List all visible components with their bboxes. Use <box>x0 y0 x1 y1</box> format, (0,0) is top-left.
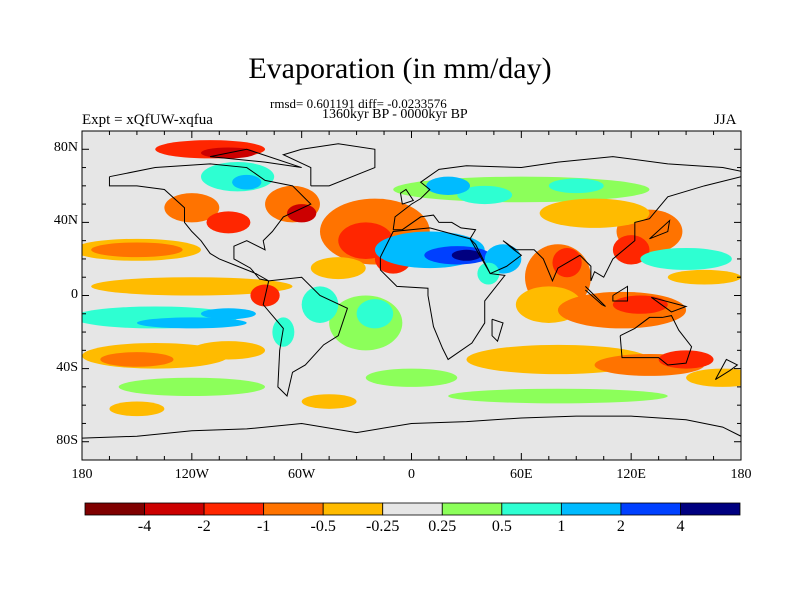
plot-title: Evaporation (in mm/day) <box>248 52 552 85</box>
anomaly-patch <box>109 401 165 417</box>
coastlines <box>82 143 741 439</box>
y-tick-label: 80N <box>53 140 78 156</box>
coastline <box>649 219 671 240</box>
colorbar-label: -1 <box>256 518 271 535</box>
colorbar-swatch <box>620 502 681 516</box>
colorbar-label: -2 <box>197 518 211 535</box>
anomaly-patch <box>164 193 220 223</box>
colorbar-label: 0.5 <box>491 518 512 535</box>
anomaly-patch <box>356 299 394 329</box>
anomaly-patch <box>100 352 174 367</box>
anomaly-patch <box>548 178 604 194</box>
anomaly-patch <box>640 247 732 270</box>
colorbar-label: 4 <box>676 518 685 535</box>
coastline <box>612 285 629 302</box>
anomaly-patch <box>287 204 317 223</box>
coastline <box>714 358 739 381</box>
anomaly-patch <box>612 295 668 314</box>
colorbar-swatch <box>382 502 443 516</box>
colorbar-swatch <box>560 502 622 516</box>
anomaly-patch <box>457 185 513 205</box>
anomaly-patch <box>232 174 262 190</box>
anomaly-patch <box>310 257 366 280</box>
x-tick-label: 180 <box>730 467 752 482</box>
coastline <box>585 286 606 307</box>
colorbar-swatch <box>441 502 503 516</box>
colorbar-swatch <box>680 502 741 516</box>
x-tick-label: 180 <box>71 467 93 482</box>
stats-subtitle: rmsd= 0.601191 diff= -0.0233576 <box>270 96 447 111</box>
colorbar-swatch <box>144 502 205 516</box>
coastline <box>399 188 415 205</box>
anomaly-patch <box>686 368 741 387</box>
colorbar-label: -4 <box>137 518 152 535</box>
x-tick-label: 60E <box>510 467 533 482</box>
x-tick-label: 60W <box>288 467 316 482</box>
anomaly-patch <box>365 368 458 387</box>
colorbar-label: -0.5 <box>310 518 336 535</box>
season-label: JJA <box>714 112 737 128</box>
anomaly-patch <box>91 242 183 258</box>
coastline <box>210 148 302 169</box>
experiment-label: Expt = xQfUW-xqfua <box>82 112 213 128</box>
colorbar-label: 2 <box>616 518 625 535</box>
y-tick-label: 40N <box>53 213 78 229</box>
colorbar-label: -0.25 <box>366 518 400 535</box>
anomaly-patch <box>272 317 295 347</box>
anomaly-patch <box>539 198 650 228</box>
coastline <box>392 156 741 283</box>
x-tick-label: 0 <box>408 467 415 482</box>
anomaly-patch <box>667 269 741 285</box>
anomaly-patch <box>477 262 500 285</box>
anomaly-patch <box>301 394 357 409</box>
colorbar-swatch <box>84 502 145 516</box>
coastline <box>82 415 741 439</box>
coastline <box>379 227 506 361</box>
y-tick-label: 40S <box>56 359 78 375</box>
anomaly-patch <box>612 235 650 265</box>
anomaly-patch <box>118 377 266 397</box>
colorbar-swatch <box>501 502 562 516</box>
coastline <box>491 318 504 343</box>
anomaly-patch <box>191 341 266 360</box>
coastline <box>619 315 693 366</box>
colorbar-label: 0.25 <box>428 518 457 535</box>
coastline <box>108 163 312 282</box>
anomaly-patch <box>448 388 668 404</box>
anomaly-patch <box>451 249 482 261</box>
anomaly-patch <box>200 308 256 320</box>
colorbar-swatch <box>322 502 384 516</box>
anomaly-fields <box>82 140 741 417</box>
anomaly-patch <box>426 176 471 195</box>
coastline <box>281 143 376 187</box>
coastline <box>651 296 688 313</box>
x-tick-label: 120E <box>616 467 646 482</box>
coastline <box>262 276 349 398</box>
anomaly-patch <box>136 317 247 329</box>
axis-ticks <box>81 130 742 461</box>
anomaly-patch <box>91 277 293 296</box>
colorbar-label: 1 <box>557 518 566 535</box>
x-tick-label: 120W <box>174 467 209 482</box>
period-subtitle: 1360kyr BP - 0000kyr BP <box>322 107 468 122</box>
y-tick-label: 0 <box>71 286 78 302</box>
colorbar-swatch <box>263 502 324 516</box>
colorbar-swatch <box>203 502 265 516</box>
y-tick-label: 80S <box>56 432 78 448</box>
anomaly-patch <box>206 211 251 234</box>
anomaly-patch <box>301 286 339 323</box>
